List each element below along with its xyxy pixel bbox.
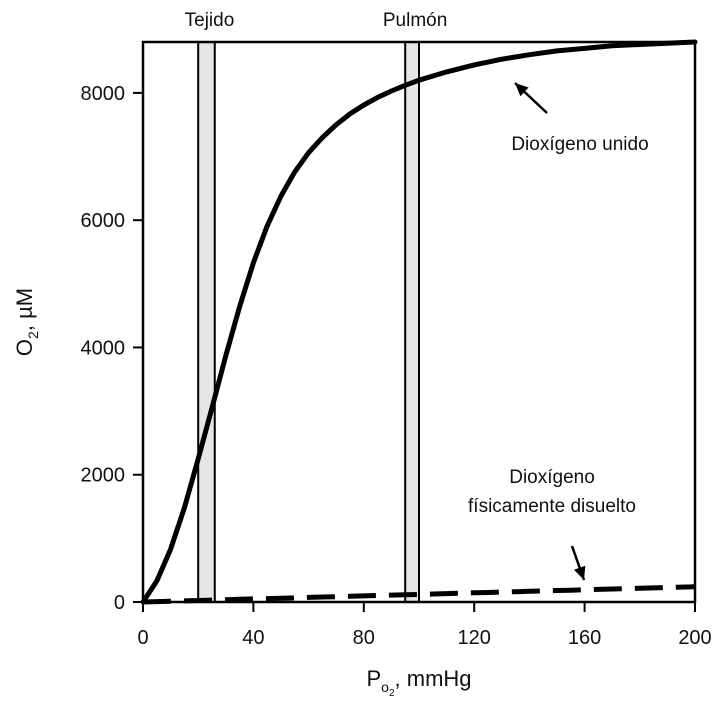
y-tick-label: 2000 <box>81 465 126 487</box>
x-tick-label: 160 <box>568 627 601 649</box>
x-tick-label: 120 <box>458 627 491 649</box>
annotation-bound-arrow-head <box>515 83 529 97</box>
y-tick-label: 4000 <box>81 337 126 359</box>
x-axis-title: Po2, mmHg <box>366 666 471 699</box>
band-labels: Tejido Pulmón <box>185 10 448 31</box>
band-label-2: Pulmón <box>383 10 447 31</box>
annotation-dissolved-label-line-2: físicamente disuelto <box>468 496 636 517</box>
x-tick-label: 80 <box>353 627 375 649</box>
annotation-dissolved-label-line-1: Dioxígeno <box>509 467 595 488</box>
y-tick-label: 8000 <box>81 83 126 105</box>
y-axis-title: O2, µM <box>12 288 41 356</box>
band-2 <box>404 41 421 603</box>
series-lines <box>140 39 698 605</box>
series-line-1 <box>140 39 698 605</box>
series-line-2 <box>142 584 696 605</box>
annotation-bound-label: Dioxígeno unido <box>511 134 648 155</box>
x-axis-title-unit: , mmHg <box>395 666 472 691</box>
band-label-1: Tejido <box>185 10 235 31</box>
x-tick-label: 40 <box>242 627 264 649</box>
y-tick-label: 6000 <box>81 210 126 232</box>
x-tick-label: 0 <box>137 627 148 649</box>
x-tick-label: 200 <box>678 627 711 649</box>
annotation-dissolved-arrow-head <box>574 565 586 580</box>
band-1 <box>197 41 216 603</box>
plot-frame <box>141 40 697 604</box>
y-axis-title-sub: 2 <box>25 331 41 339</box>
x-axis-title-subsub: 2 <box>389 688 395 699</box>
annotations: Dioxígeno unido Dioxígeno físicamente disu… <box>468 82 649 581</box>
highlight-bands <box>197 41 421 603</box>
x-axis-title-sub: o <box>381 679 389 695</box>
y-tick-label: 0 <box>114 592 125 614</box>
y-axis-title-unit: , µM <box>12 288 37 331</box>
